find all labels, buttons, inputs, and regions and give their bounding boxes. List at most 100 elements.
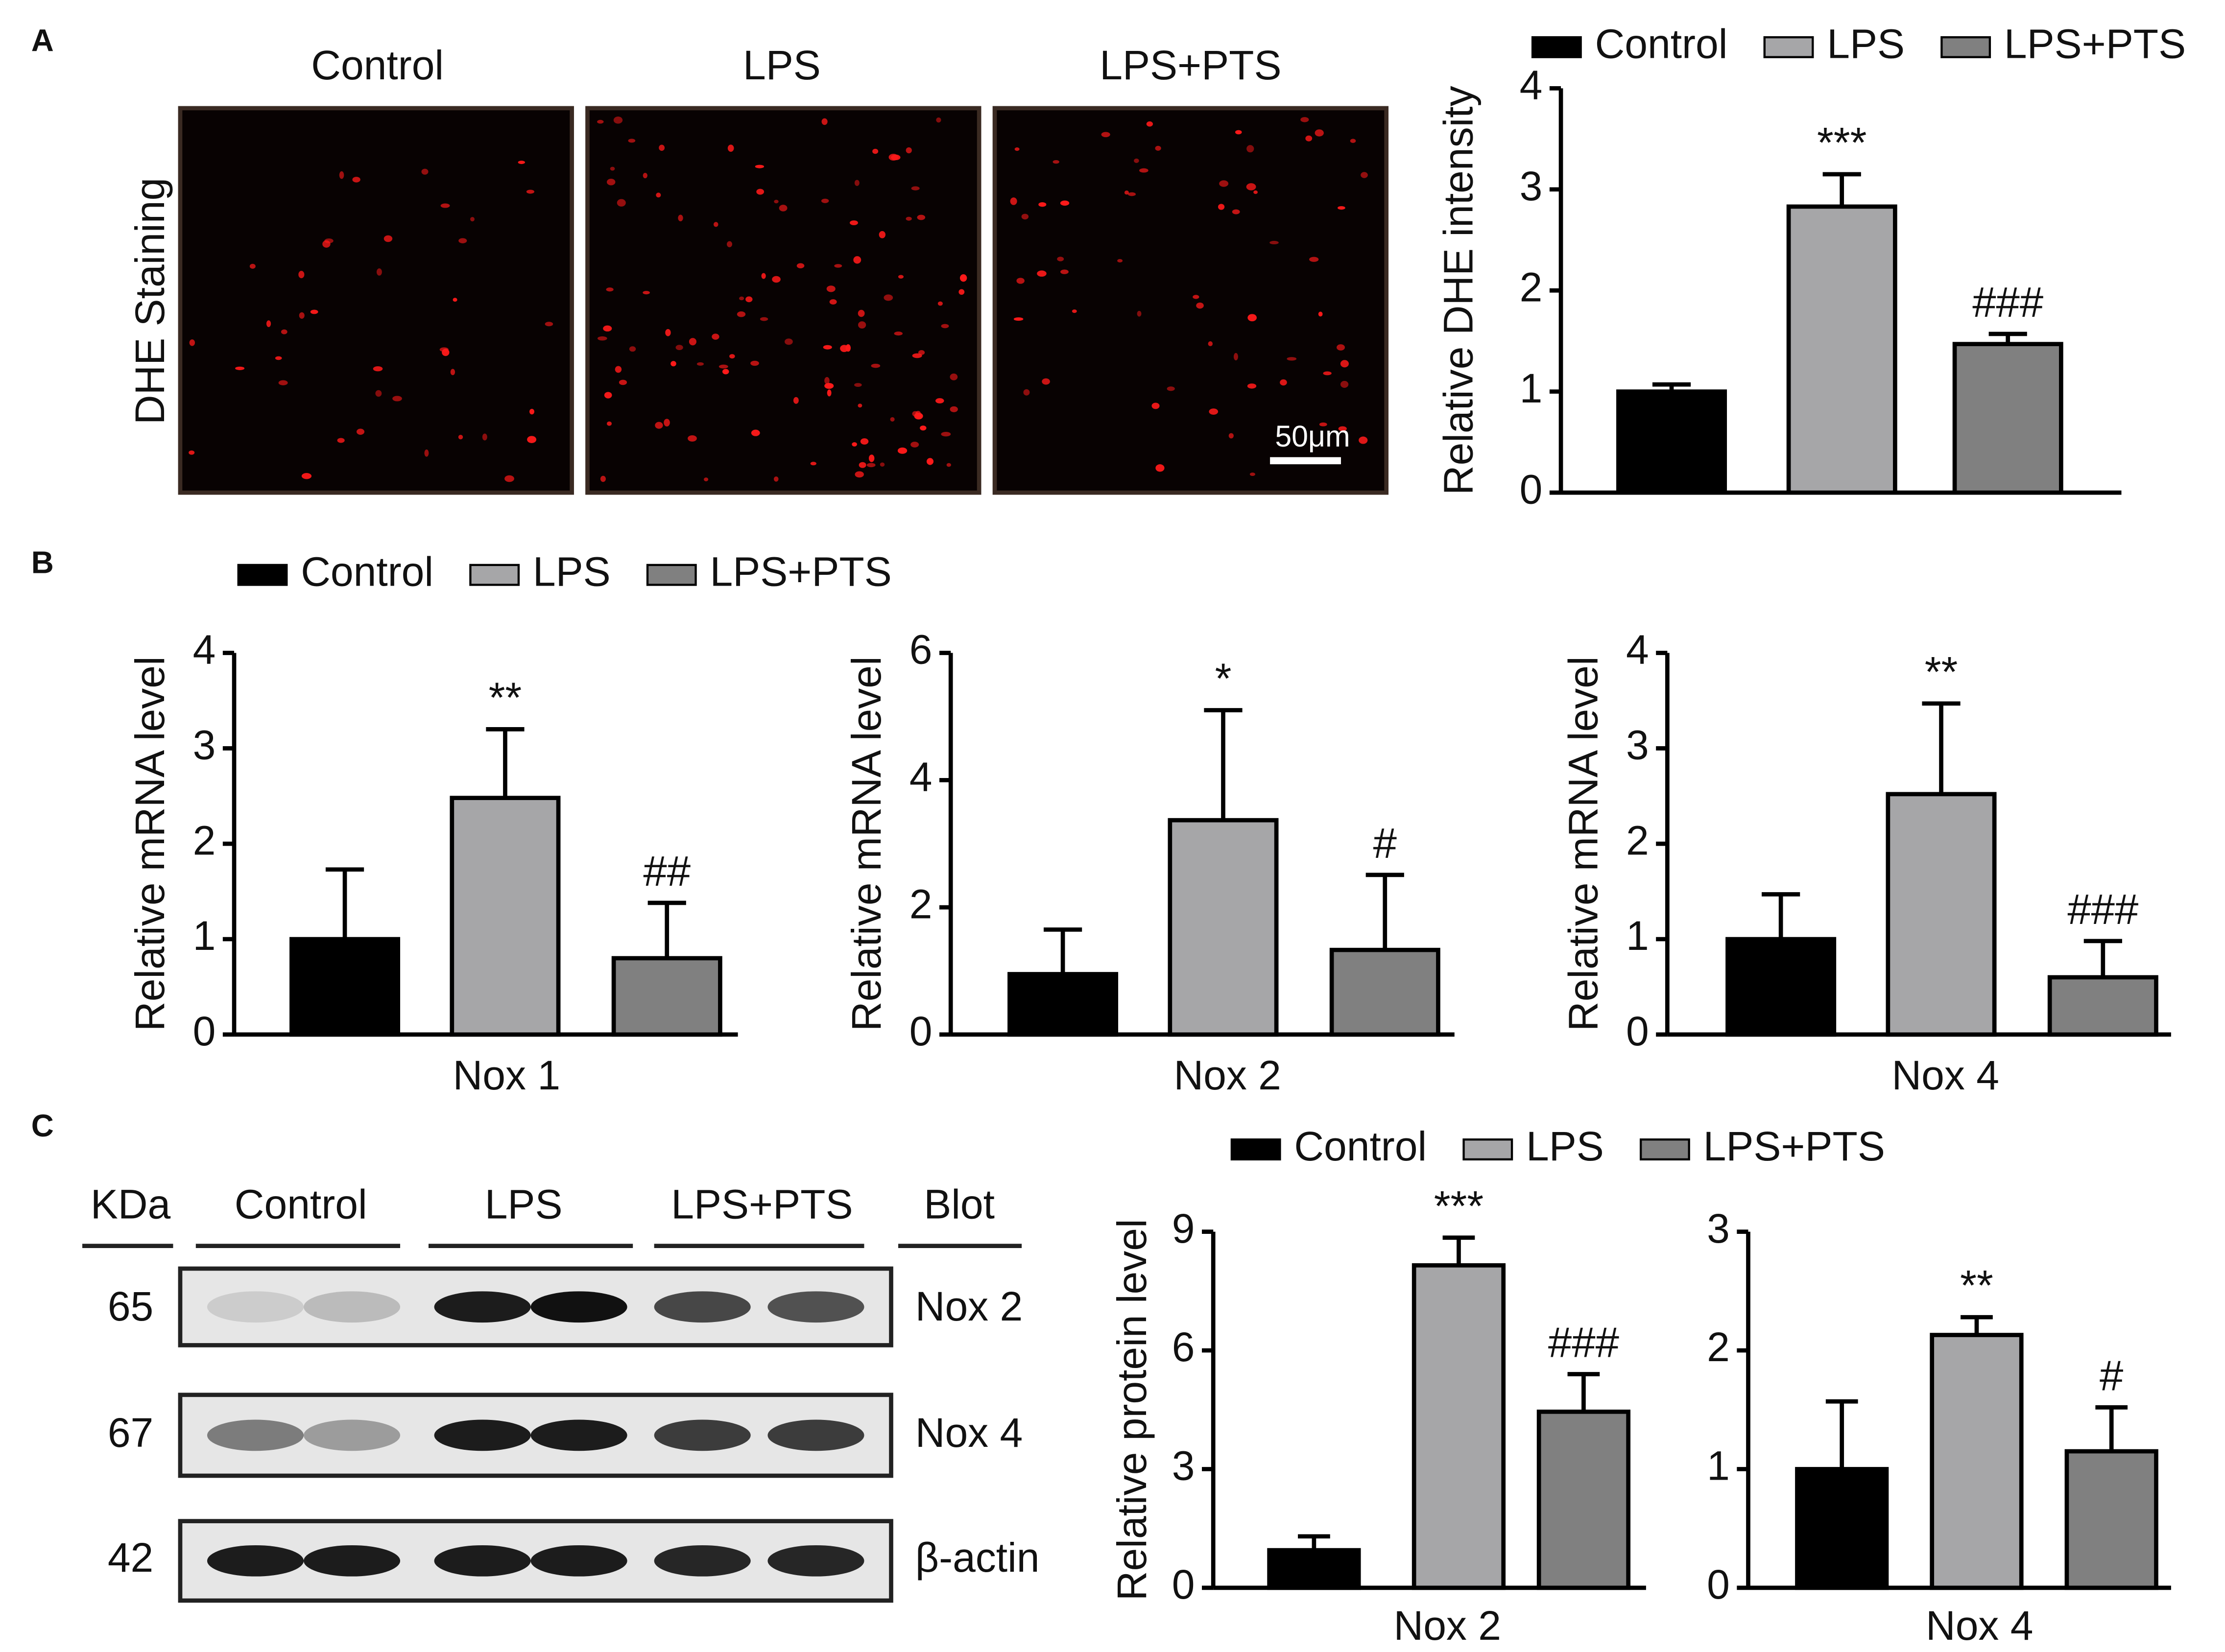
cell [779, 205, 788, 212]
cell [911, 186, 920, 190]
y-axis-label: Relative mRNA level [127, 656, 173, 1031]
cell [670, 361, 676, 367]
cell [739, 296, 744, 301]
cell [937, 301, 943, 306]
cell [357, 428, 365, 435]
cell [1155, 145, 1161, 151]
cell [1072, 309, 1077, 313]
cell [941, 432, 951, 437]
blot-header: LPS [485, 1181, 563, 1227]
band [767, 1419, 864, 1451]
legend-label: Control [301, 548, 433, 594]
cell [891, 154, 901, 161]
cell [912, 353, 922, 358]
cell [1208, 341, 1213, 347]
cell [796, 263, 805, 269]
y-tick-label: 2 [1520, 264, 1543, 310]
y-tick-label: 3 [1707, 1205, 1730, 1251]
cell [910, 442, 919, 448]
cell [597, 336, 607, 341]
cell [518, 161, 525, 165]
y-tick-label: 2 [193, 817, 216, 863]
cell [712, 333, 719, 340]
cell [906, 216, 912, 221]
cell [727, 144, 734, 152]
cell [453, 298, 457, 302]
band [767, 1545, 864, 1577]
legend-swatch [1531, 36, 1582, 58]
bar [1329, 947, 1440, 1037]
cell [1053, 160, 1059, 164]
cell [866, 463, 876, 468]
cell [643, 172, 647, 179]
micrograph [178, 106, 574, 495]
kda-label: 65 [108, 1283, 153, 1329]
cell [1038, 202, 1047, 207]
band [304, 1419, 401, 1451]
cell [906, 147, 912, 154]
legend-label: LPS [1827, 21, 1905, 67]
y-tick-label: 3 [193, 722, 216, 768]
band [654, 1291, 751, 1323]
band [434, 1419, 531, 1451]
legend-swatch [1462, 1138, 1513, 1161]
cell [1318, 311, 1323, 317]
bar [1725, 937, 1837, 1037]
cell [950, 406, 958, 412]
cell [821, 198, 829, 203]
bar [1930, 1333, 2024, 1590]
cell [659, 144, 665, 151]
cell [793, 397, 799, 404]
cell [1218, 204, 1225, 210]
y-axis-label: Relative mRNA level [843, 656, 889, 1031]
cell [1016, 278, 1025, 284]
cell [729, 354, 735, 359]
cell [1361, 172, 1368, 178]
cell [1247, 314, 1257, 322]
bar [1412, 1263, 1506, 1590]
cell [852, 442, 857, 447]
cell [615, 366, 622, 373]
band [434, 1291, 531, 1323]
cell [1219, 180, 1229, 187]
cell [383, 235, 393, 242]
cell [1228, 433, 1234, 439]
band [207, 1419, 304, 1451]
scale-bar-label: 50μm [1275, 420, 1350, 453]
cell [527, 436, 537, 443]
legend-swatch [237, 564, 288, 586]
x-tick-label: Nox 4 [1891, 1052, 1999, 1098]
cell [1139, 168, 1148, 173]
cell [751, 429, 760, 436]
cell [1124, 190, 1129, 195]
cell [936, 117, 941, 123]
cell [1315, 129, 1324, 137]
cell [1014, 147, 1020, 151]
bar [450, 796, 561, 1037]
y-tick-label: 3 [1172, 1443, 1195, 1489]
cell [606, 178, 616, 186]
blot-header: LPS+PTS [671, 1181, 853, 1227]
cell [915, 411, 921, 417]
y-tick-label: 3 [1520, 163, 1543, 209]
cell [376, 268, 382, 276]
cell [859, 462, 866, 468]
band [304, 1545, 401, 1577]
cell [773, 476, 779, 482]
cell [823, 345, 832, 350]
legend-label: LPS [1526, 1123, 1604, 1169]
cell [1309, 257, 1319, 262]
cell [504, 475, 514, 482]
cell [858, 403, 862, 408]
y-tick-label: 6 [909, 627, 933, 673]
cell [392, 396, 402, 401]
cell [854, 383, 862, 387]
cell [281, 329, 287, 334]
cell [958, 289, 965, 295]
cell [189, 339, 195, 346]
image-header: LPS+PTS [1100, 42, 1281, 88]
cell [1060, 269, 1069, 274]
cell [826, 285, 836, 292]
legend-swatch [1639, 1138, 1690, 1161]
